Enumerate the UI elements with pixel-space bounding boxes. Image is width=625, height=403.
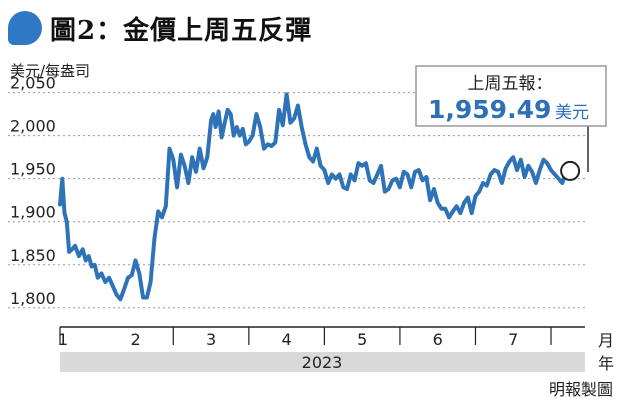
speech-bubble-icon <box>8 11 42 45</box>
y-tick-label: 1,900 <box>10 203 56 222</box>
x-axis-unit-label: 月 <box>598 331 614 350</box>
callout-box <box>415 65 607 127</box>
x-axis: 1 2 3 4 5 6 7 <box>58 326 585 349</box>
y-tick-labels: 1,800 1,850 1,900 1,950 2,000 2,050 <box>10 74 56 308</box>
callout-label: 上周五報： <box>468 74 553 94</box>
y-tick-label: 1,850 <box>10 246 56 265</box>
y-tick-label: 2,000 <box>10 117 56 136</box>
series-line <box>58 92 569 302</box>
x-tick-label: 4 <box>282 330 292 349</box>
x-tick-label: 5 <box>357 330 367 349</box>
chart-title: 圖2：金價上周五反彈 <box>50 15 313 46</box>
x-tick-label: 3 <box>206 330 216 349</box>
year-band <box>60 352 585 372</box>
x-tick-label: 1 <box>58 330 68 349</box>
y-tick-label: 2,050 <box>10 74 56 93</box>
y-tick-label: 1,950 <box>10 160 56 179</box>
end-point-marker <box>560 160 581 181</box>
callout-value: 1,959.49 <box>428 95 551 124</box>
callout-unit: 美元 <box>555 103 589 123</box>
y-axis-label: 美元/每盎司 <box>10 62 90 80</box>
year-label: 2023 <box>302 353 343 372</box>
x-tick-label: 7 <box>508 330 518 349</box>
x-tick-label: 6 <box>433 330 443 349</box>
y-tick-label: 1,800 <box>10 289 56 308</box>
x-tick-label: 2 <box>130 330 140 349</box>
title-row: 圖2：金價上周五反彈 <box>8 6 312 50</box>
year-unit-label: 年 <box>598 354 614 373</box>
credit-label: 明報製圖 <box>548 380 613 399</box>
